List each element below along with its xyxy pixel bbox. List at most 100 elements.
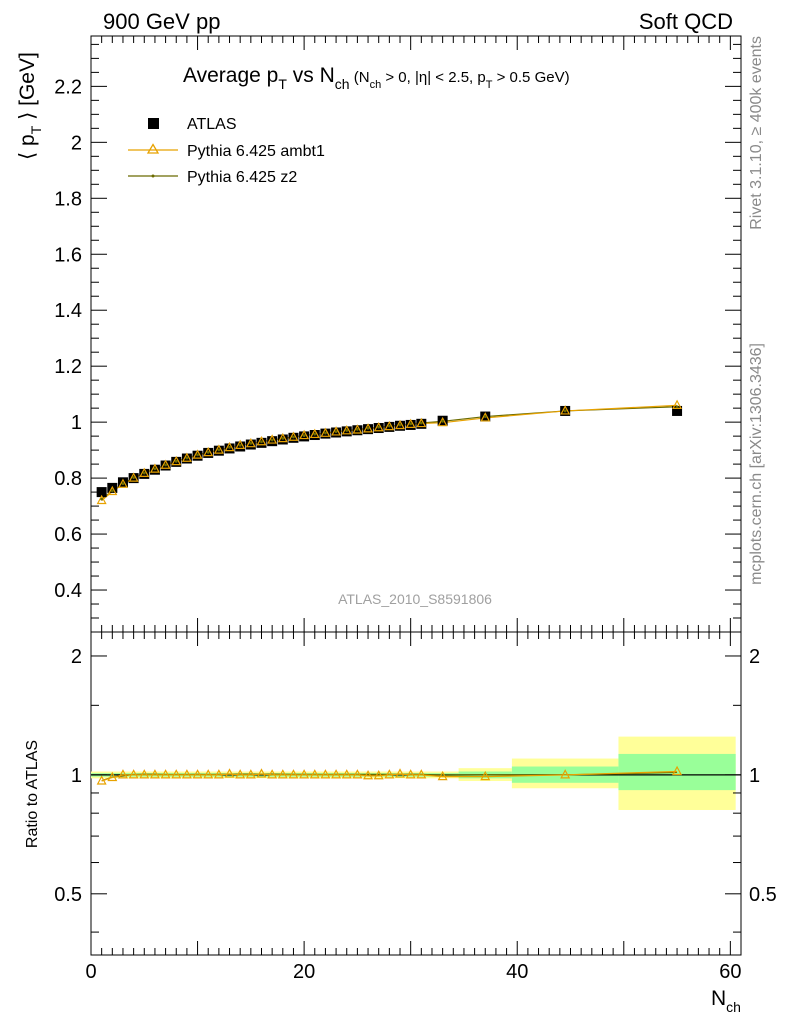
ratio-point-ambt1	[267, 769, 278, 779]
x-axis-label: Nch	[711, 987, 741, 1015]
point-ambt1	[139, 467, 150, 477]
ratio-point-ambt1	[331, 769, 342, 779]
point-z2	[387, 424, 391, 428]
point-ambt1	[160, 459, 171, 469]
ratio-y-tick-label-right: 1	[749, 765, 760, 787]
point-z2	[563, 409, 567, 413]
point-ambt1	[277, 432, 288, 443]
point-ambt1	[288, 431, 299, 441]
ratio-point-ambt1	[149, 769, 160, 779]
ratio-point-ambt1	[192, 769, 203, 779]
ratio-point-ambt1	[203, 769, 214, 779]
line-ambt1	[101, 404, 678, 501]
point-ambt1	[181, 452, 192, 462]
ratio-point-ambt1	[171, 769, 182, 779]
ratio-point-ambt1	[405, 769, 416, 779]
y-tick-label: 2.2	[54, 76, 82, 98]
point-ambt1	[245, 437, 256, 448]
y-axis-label: ⟨ pT ⟩ [GeV]	[16, 52, 44, 160]
ratio-layer	[91, 736, 741, 810]
ratio-point-ambt1	[341, 769, 352, 779]
point-z2	[281, 436, 285, 440]
point-ambt1	[235, 439, 246, 449]
ratio-point-ambt1	[320, 769, 331, 779]
ratio-y-tick-label-left: 1	[71, 765, 82, 787]
point-ambt1	[149, 463, 160, 473]
point-z2	[206, 450, 210, 454]
point-z2	[292, 435, 295, 439]
point-ambt1	[128, 472, 139, 482]
point-z2	[121, 482, 125, 486]
legend-label-z2: Pythia 6.425 z2	[187, 169, 297, 186]
point-ambt1	[363, 423, 374, 433]
ratio-point-ambt1	[437, 770, 448, 781]
point-ambt1	[256, 435, 267, 446]
ratio-point-ambt1	[235, 769, 246, 779]
title-main-sub: T	[278, 76, 287, 92]
ratio-point-ambt1	[277, 769, 288, 779]
legend-marker-ambt1	[146, 143, 160, 154]
point-ambt1	[96, 494, 107, 505]
ratio-y-tick-label-left: 0.5	[54, 884, 82, 906]
point-z2	[153, 467, 157, 471]
ratio-y-tick-label-right: 0.5	[749, 884, 777, 906]
point-z2	[302, 434, 306, 437]
y-tick-label: 1.4	[54, 300, 82, 322]
ratio-point-ambt1	[480, 770, 491, 781]
point-ambt1	[192, 449, 203, 459]
point-ambt1	[384, 420, 395, 431]
point-ambt1	[309, 428, 320, 439]
point-ambt1	[267, 434, 278, 444]
point-ambt1	[480, 412, 491, 422]
point-z2	[409, 422, 413, 426]
ratio-point-ambt1	[288, 769, 299, 779]
point-ambt1	[117, 478, 128, 488]
side-label-rivet: Rivet 3.1.10, ≥ 400k events	[748, 36, 765, 230]
point-ambt1	[107, 485, 118, 496]
point-ambt1	[395, 419, 406, 430]
title-cuts-c: > 0.5 GeV)	[492, 69, 569, 86]
x-tick-label: 20	[293, 961, 315, 983]
y-tick-label: 0.8	[54, 468, 82, 490]
point-ambt1	[203, 446, 214, 457]
legend-label-ambt1: Pythia 6.425 ambt1	[187, 143, 325, 160]
point-ambt1	[416, 417, 427, 428]
ratio-point-ambt1	[256, 768, 267, 778]
x-tick-label: 60	[719, 961, 741, 983]
point-z2	[675, 405, 679, 409]
main-layer	[96, 399, 683, 505]
line-z2	[101, 406, 678, 500]
point-ambt1	[560, 405, 571, 415]
x-tick-label: 0	[85, 961, 96, 983]
point-z2	[174, 459, 178, 463]
point-z2	[419, 421, 423, 425]
legend-marker-atlas	[148, 118, 159, 129]
point-z2	[249, 442, 253, 445]
legend-marker-z2	[151, 174, 155, 178]
title-vs: vs N	[287, 64, 335, 87]
axes-layer: 0.40.60.811.21.41.61.822.20.5 0.51 12 20 20 4…	[54, 36, 777, 983]
ratio-point-ambt1	[107, 771, 118, 782]
ratio-point-ambt1	[363, 769, 374, 780]
title-cuts-b-sub: T	[486, 79, 493, 91]
ratio-point-ambt1	[352, 769, 363, 779]
ratio-point-ambt1	[245, 769, 256, 779]
point-ambt1	[437, 416, 448, 427]
point-z2	[164, 463, 167, 467]
point-z2	[313, 432, 317, 436]
y-tick-label: 1	[71, 412, 82, 434]
chart-title: Average pT vs Nch (Nch > 0, |η| < 2.5, p…	[183, 64, 570, 92]
point-ambt1	[341, 425, 352, 435]
ratio-point-ambt1	[384, 769, 395, 779]
y-tick-label: 0.4	[54, 580, 82, 602]
point-ambt1	[320, 427, 331, 437]
point-ambt1	[224, 441, 235, 452]
title-main: Average p	[183, 64, 278, 87]
point-z2	[132, 476, 136, 479]
ratio-point-ambt1	[395, 768, 406, 778]
y-tick-label: 0.6	[54, 524, 82, 546]
point-ambt1	[672, 399, 683, 409]
ratio-point-ambt1	[181, 769, 192, 779]
title-cuts-b: > 0, |η| < 2.5, p	[381, 69, 486, 86]
ratio-point-ambt1	[160, 769, 171, 779]
